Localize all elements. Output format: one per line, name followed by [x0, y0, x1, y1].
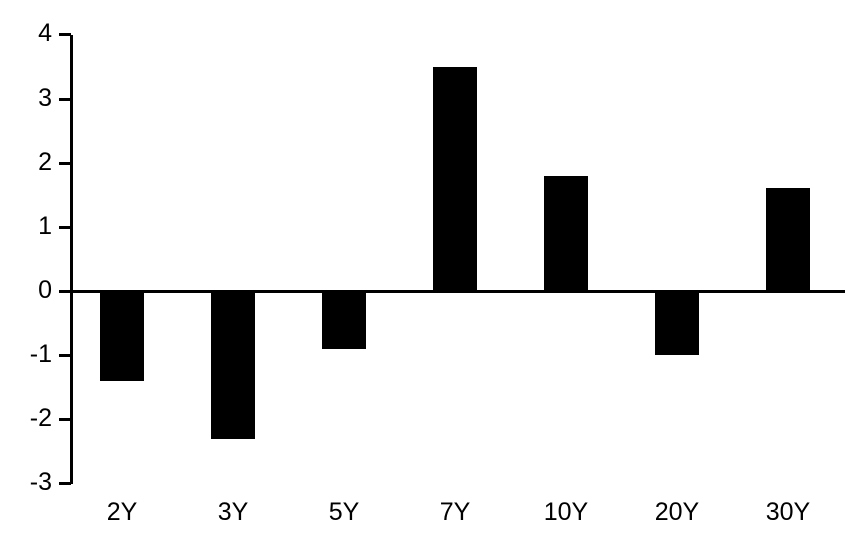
y-axis-tick: [59, 290, 71, 293]
y-axis-tick: [59, 161, 71, 165]
y-axis-tick: [59, 97, 71, 101]
y-axis-tick: [59, 354, 71, 358]
y-axis-tick-label: 1: [38, 211, 52, 240]
y-axis-spine: [70, 35, 73, 484]
bar-30y: [766, 188, 810, 291]
x-axis-label-30y: 30Y: [765, 498, 811, 526]
bar-7y: [433, 66, 477, 291]
bar-20y: [655, 291, 699, 356]
x-axis-label-20y: 20Y: [654, 498, 700, 526]
x-axis-label-3y: 3Y: [217, 498, 249, 526]
bar-5y: [322, 291, 366, 349]
x-axis-label-7y: 7Y: [439, 498, 471, 526]
y-axis-tick: [59, 482, 71, 486]
bar-2y: [100, 291, 144, 381]
y-axis-tick: [59, 418, 71, 422]
y-axis-tick: [59, 225, 71, 229]
x-axis-label-10y: 10Y: [543, 498, 589, 526]
y-axis-tick-label: 4: [38, 19, 52, 48]
y-axis-tick-label: 2: [38, 147, 52, 176]
y-axis-tick-label: -2: [29, 404, 52, 433]
bar-3y: [211, 291, 255, 439]
y-axis-tick-label: -3: [29, 468, 52, 497]
zero-baseline: [70, 290, 845, 293]
y-axis-tick-label: 3: [38, 83, 52, 112]
y-axis-tick: [59, 33, 71, 37]
bar-10y: [544, 175, 588, 291]
y-axis-tick-label: 0: [38, 276, 52, 304]
x-axis-label-2y: 2Y: [106, 498, 138, 526]
y-axis-tick-label: -1: [29, 340, 52, 369]
x-axis-label-5y: 5Y: [328, 498, 360, 526]
